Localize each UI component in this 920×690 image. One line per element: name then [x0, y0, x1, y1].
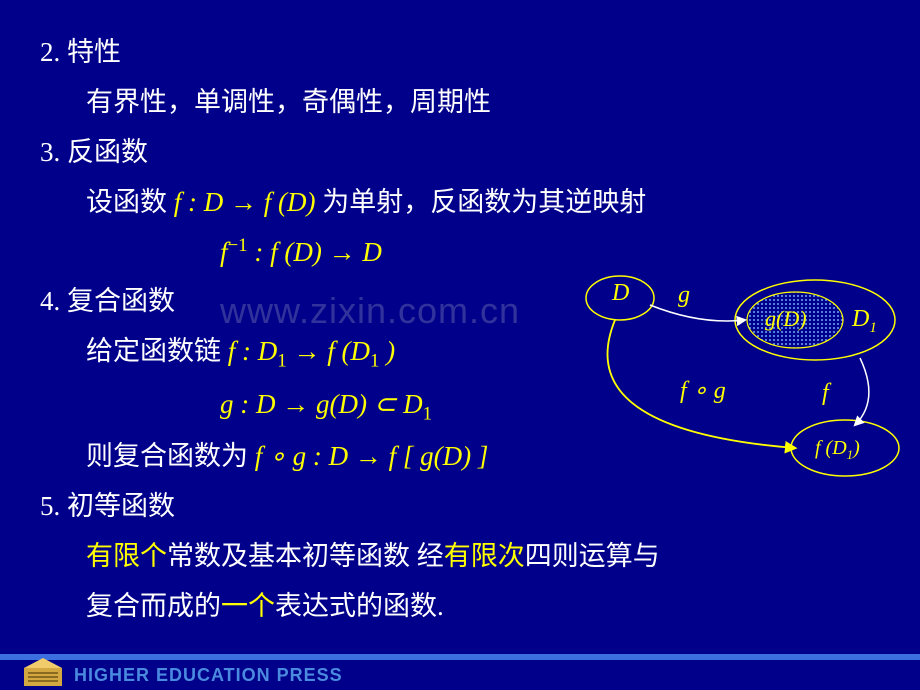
- label-f: f: [822, 380, 832, 406]
- sec5-num: 5.: [40, 491, 60, 521]
- sec5-l1d: 四则运算与: [525, 541, 660, 571]
- footer-text: HIGHER EDUCATION PRESS: [74, 665, 343, 686]
- label-gD: g(D): [765, 306, 807, 331]
- sec5-title: 初等函数: [67, 491, 175, 521]
- sec4-g1b: → f (D: [287, 336, 370, 366]
- sec3-line2: f−1 : f (D) → D: [40, 230, 660, 276]
- arrow-f: [855, 358, 869, 425]
- label-fD1: f (D1): [815, 437, 860, 462]
- sec2-heading: 2. 特性: [40, 30, 660, 76]
- sec5-l1a: 有限个: [86, 541, 167, 571]
- sec3-heading: 3. 反函数: [40, 130, 660, 176]
- sec3-num: 3.: [40, 137, 60, 167]
- label-D1: D1: [851, 306, 877, 336]
- sec2-title: 特性: [67, 37, 121, 67]
- footer-bar: [0, 654, 920, 660]
- sec4-g2s: 1: [423, 403, 432, 424]
- sec3-pre: 设函数: [86, 187, 167, 217]
- sec5-l2c: 表达式的函数.: [275, 591, 444, 621]
- sec4-g3: f ∘ g : D → f [ g(D) ]: [255, 441, 489, 471]
- label-fog: f ∘ g: [680, 378, 726, 404]
- sec4-g1a: f : D: [228, 336, 278, 366]
- sec4-title: 复合函数: [67, 286, 175, 316]
- sec5-l2a: 复合而成的: [86, 591, 221, 621]
- sec3-f2sup: −1: [228, 235, 248, 256]
- press-logo-icon: [18, 654, 68, 688]
- sec2-line: 有界性，单调性，奇偶性，周期性: [40, 80, 660, 126]
- footer: HIGHER EDUCATION PRESS: [0, 650, 920, 690]
- sec5-l1c: 有限次: [444, 541, 525, 571]
- sec4-pre: 给定函数链: [86, 336, 221, 366]
- sec3-line1: 设函数 f : D → f (D) 为单射，反函数为其逆映射: [40, 180, 660, 226]
- watermark-text: www.zixin.com.cn: [220, 290, 520, 332]
- sec4-g1c: ): [379, 336, 395, 366]
- sec4-num: 4.: [40, 286, 60, 316]
- sec5-l2b: 一个: [221, 591, 275, 621]
- sec5-line1: 有限个常数及基本初等函数 经有限次四则运算与: [40, 534, 660, 580]
- arrow-g: [650, 305, 745, 321]
- sec4-res-pre: 则复合函数为: [86, 441, 248, 471]
- composition-diagram: D g(D) D1 f (D1) g f f ∘ g: [540, 270, 910, 480]
- sec3-title: 反函数: [67, 137, 148, 167]
- sec2-num: 2.: [40, 37, 60, 67]
- label-D: D: [611, 280, 629, 306]
- sec3-mid: 为单射，反函数为其逆映射: [322, 187, 646, 217]
- sec4-g2a: g : D → g(D) ⊂ D: [220, 389, 423, 419]
- sec5-line2: 复合而成的一个表达式的函数.: [40, 584, 660, 630]
- sec5-l1b: 常数及基本初等函数 经: [167, 541, 444, 571]
- sec4-g1s2: 1: [370, 351, 379, 372]
- sec5-heading: 5. 初等函数: [40, 484, 660, 530]
- sec4-g1s: 1: [277, 351, 286, 372]
- sec3-f2a: f: [220, 237, 228, 267]
- sec3-f2b: : f (D) → D: [248, 237, 382, 267]
- label-g: g: [678, 282, 690, 308]
- sec3-f1: f : D → f (D): [174, 187, 316, 217]
